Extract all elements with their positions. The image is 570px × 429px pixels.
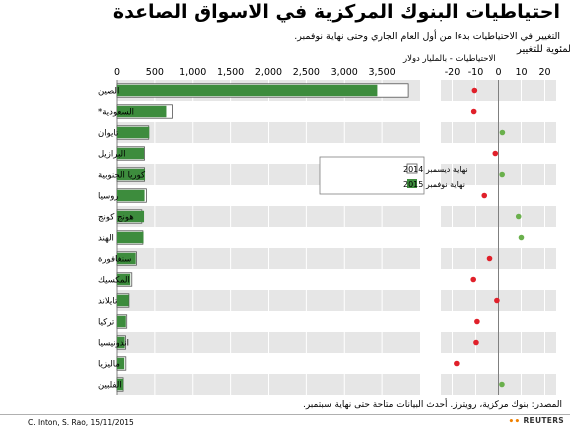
bar-tick-label: 0 (114, 67, 120, 78)
legend-box (319, 156, 425, 195)
bar-tick-label: 500 (146, 67, 164, 78)
chart-title: احتياطيات البنوك المركزية في الاسواق الص… (112, 1, 560, 23)
dot-point (473, 339, 479, 346)
dot-point (494, 297, 500, 304)
category-label: تايوان (98, 129, 119, 139)
dot-point (454, 360, 460, 367)
bar-2015 (117, 189, 145, 202)
dot-series (454, 87, 525, 388)
bar-tick-label: 2,500 (293, 67, 320, 78)
chart-subtitle: التغيير في الاحتياطيات بدءا من أول العام… (294, 31, 560, 42)
bar-2015 (117, 378, 124, 391)
dot-point (499, 381, 505, 388)
dot-chart-tick-labels: -20 -10 0 10 20 (445, 67, 551, 78)
category-label: البرازيل (98, 150, 125, 160)
dot-point (518, 234, 525, 241)
bar-tick-label: 1,000 (179, 67, 206, 78)
dot-point (470, 276, 477, 283)
bar-2015 (117, 84, 378, 97)
bar-2015 (117, 315, 126, 328)
bar-2015 (117, 252, 136, 265)
category-label: اندونيسيا (98, 339, 129, 349)
dot-point (470, 108, 477, 115)
dot-point (515, 213, 522, 220)
dot-tick-label: 0 (495, 67, 501, 78)
dot-tick-label: 20 (538, 67, 550, 78)
dot-point (481, 192, 488, 199)
category-label: ماليزيا (98, 360, 120, 370)
dot-tick-label: -10 (468, 67, 484, 78)
category-label: روسيا (98, 192, 119, 202)
bar-tick-label: 3,500 (369, 67, 396, 78)
reuters-logo: •• REUTERS (508, 416, 564, 427)
category-label: سنغافورة (98, 255, 131, 265)
dot-point (471, 87, 478, 94)
dot-chart-bands (441, 80, 556, 395)
bar-2015 (117, 105, 167, 118)
bar-series (116, 83, 409, 392)
credit-line: C. Inton, S. Rao, 15/11/2015 (28, 418, 134, 427)
legend-swatch-2015 (407, 179, 417, 188)
footer-divider (0, 414, 570, 415)
category-label: السعودية* (98, 108, 134, 118)
bar-2015 (117, 294, 129, 307)
dot-tick-label: 10 (515, 67, 527, 78)
bar-axis-label: الاحتياطيات - بالمليار دولار (402, 54, 496, 64)
bar-tick-label: 2,000 (255, 67, 282, 78)
category-label: المكسيك (98, 276, 130, 286)
dot-point (492, 150, 499, 157)
dot-point (499, 171, 505, 178)
dot-point (474, 318, 480, 325)
legend-label-2014: نهاية ديسمبر 2014 (403, 165, 468, 174)
category-labels: الصين السعودية* تايوان البرازيل كوريا الجنوب… (98, 87, 146, 391)
category-label: تايلاند (98, 297, 118, 307)
bar-2015 (117, 126, 150, 139)
bar-chart-tick-labels: 0 500 1,000 1,500 2,000 2,500 3,000 3,500 (114, 67, 396, 78)
category-label: الفلبين (98, 381, 122, 391)
bar-2015 (117, 357, 125, 370)
bar-tick-label: 3,000 (331, 67, 358, 78)
category-label: تركيا (98, 318, 115, 328)
category-label: هونج كونج (98, 213, 134, 223)
legend: نهاية ديسمبر 2014 نهاية نوفمبر 2015 (319, 156, 468, 195)
dot-point (486, 255, 493, 262)
bar-2015 (117, 147, 145, 160)
bar-2015 (117, 336, 125, 349)
source-note: المصدر: بنوك مركزية، رويترز. أحدث البيان… (302, 400, 562, 410)
category-label: الصين (98, 87, 119, 97)
category-label: الهند (98, 234, 114, 244)
bar-tick-label: 1,500 (217, 67, 244, 78)
legend-label-2015: نهاية نوفمبر 2015 (403, 180, 465, 189)
dot-chart-title: النسبة المئوية للتغيير (516, 44, 570, 55)
legend-swatch-2014 (406, 163, 418, 174)
bar-2015 (117, 231, 144, 244)
dot-tick-label: -20 (445, 67, 461, 78)
bar-2015 (117, 273, 131, 286)
dot-point (499, 129, 506, 136)
category-label: كوريا الجنوبية (98, 171, 146, 181)
bar-2015 (117, 210, 145, 223)
bar-2015 (117, 168, 146, 181)
